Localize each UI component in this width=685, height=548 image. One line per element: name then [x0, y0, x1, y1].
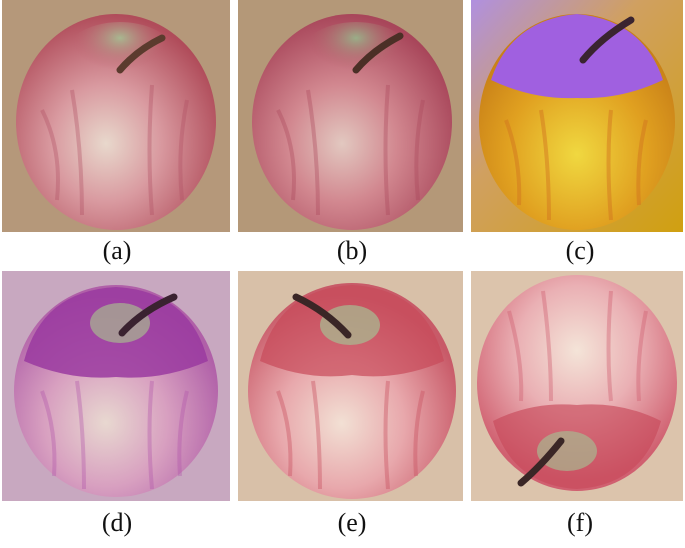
apple-photo-a [2, 0, 230, 232]
apple-image-a [2, 0, 230, 232]
apple-photo-f [471, 271, 683, 501]
apple-photo-d [2, 271, 230, 501]
apple-image-d [2, 271, 230, 501]
caption-f: (f) [567, 508, 593, 537]
caption-e: (e) [337, 508, 367, 537]
caption-a: (a) [102, 236, 132, 265]
apple-photo-e [238, 271, 463, 501]
apple-photo-b [238, 0, 463, 232]
apple-image-b [238, 0, 463, 232]
apple-image-c [471, 0, 683, 232]
apple-image-f [471, 271, 683, 501]
caption-c: (c) [565, 236, 595, 265]
caption-b: (b) [336, 236, 368, 265]
caption-d: (d) [101, 508, 133, 537]
apple-image-e [238, 271, 463, 501]
apple-photo-c [471, 0, 683, 232]
